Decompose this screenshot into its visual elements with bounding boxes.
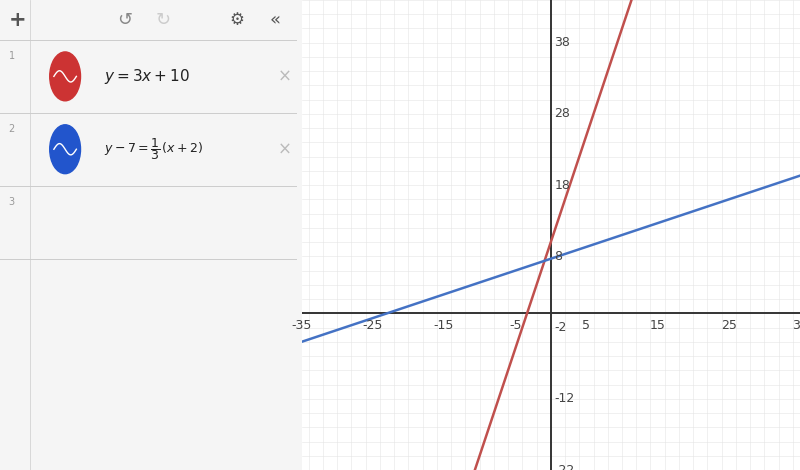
Text: 38: 38 [554, 36, 570, 49]
Text: 1: 1 [9, 51, 15, 61]
Text: ↺: ↺ [117, 11, 132, 29]
Text: $y = 3x + 10$: $y = 3x + 10$ [104, 67, 190, 86]
Circle shape [50, 125, 81, 173]
Text: ⚙: ⚙ [230, 11, 244, 29]
Text: $y - 7 = \dfrac{1}{3}\,(x + 2)$: $y - 7 = \dfrac{1}{3}\,(x + 2)$ [104, 136, 203, 162]
Text: 35: 35 [792, 319, 800, 332]
Text: «: « [270, 11, 281, 29]
Text: -2: -2 [554, 321, 566, 334]
Text: -15: -15 [434, 319, 454, 332]
Text: ×: × [278, 140, 291, 158]
Text: +: + [9, 10, 26, 30]
Text: 5: 5 [582, 319, 590, 332]
Text: 25: 25 [721, 319, 737, 332]
Text: -5: -5 [509, 319, 522, 332]
Text: 15: 15 [650, 319, 666, 332]
Text: -12: -12 [554, 392, 574, 405]
Text: 2: 2 [9, 124, 15, 134]
Text: 3: 3 [9, 196, 15, 207]
Text: 8: 8 [554, 250, 562, 263]
Text: -25: -25 [362, 319, 383, 332]
Circle shape [50, 52, 81, 101]
Text: ↻: ↻ [155, 11, 170, 29]
Text: 28: 28 [554, 108, 570, 120]
Text: ×: × [278, 67, 291, 86]
Text: -35: -35 [291, 319, 312, 332]
Text: -22: -22 [554, 463, 574, 470]
Text: 18: 18 [554, 179, 570, 192]
